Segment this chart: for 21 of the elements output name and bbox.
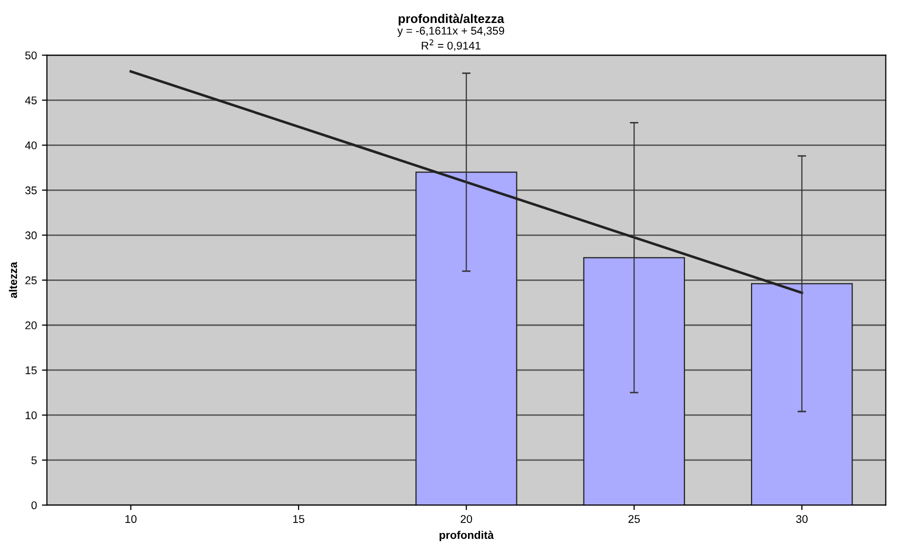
x-axis-title: profondità xyxy=(440,530,494,542)
x-tick-label: 25 xyxy=(628,515,640,523)
y-tick-label: 25 xyxy=(25,276,37,284)
y-tick-label: 10 xyxy=(26,411,37,420)
y-tick-label: 45 xyxy=(25,96,37,104)
text: y = -6,1611x + 54,359 xyxy=(397,26,504,37)
y-tick-label: 20 xyxy=(25,321,37,330)
y-axis-title: altezza xyxy=(8,262,18,298)
x-tick-label: 15 xyxy=(293,515,304,523)
y-tick-label: 35 xyxy=(25,186,37,194)
chart-title: profondità/altezza xyxy=(398,14,504,26)
y-tick-label: 40 xyxy=(25,141,37,150)
x-tick-label: 20 xyxy=(460,515,472,523)
x-tick-label: 30 xyxy=(796,515,808,523)
y-tick-label: 0 xyxy=(31,501,37,510)
y-tick-label: 30 xyxy=(25,231,37,240)
x-tick-label: 10 xyxy=(125,515,137,523)
y-tick-label: 15 xyxy=(26,366,37,374)
y-tick-label: 5 xyxy=(31,456,37,464)
text: R$^{2}$ = 0,9141 xyxy=(422,39,480,51)
y-tick-label: 50 xyxy=(25,51,37,60)
